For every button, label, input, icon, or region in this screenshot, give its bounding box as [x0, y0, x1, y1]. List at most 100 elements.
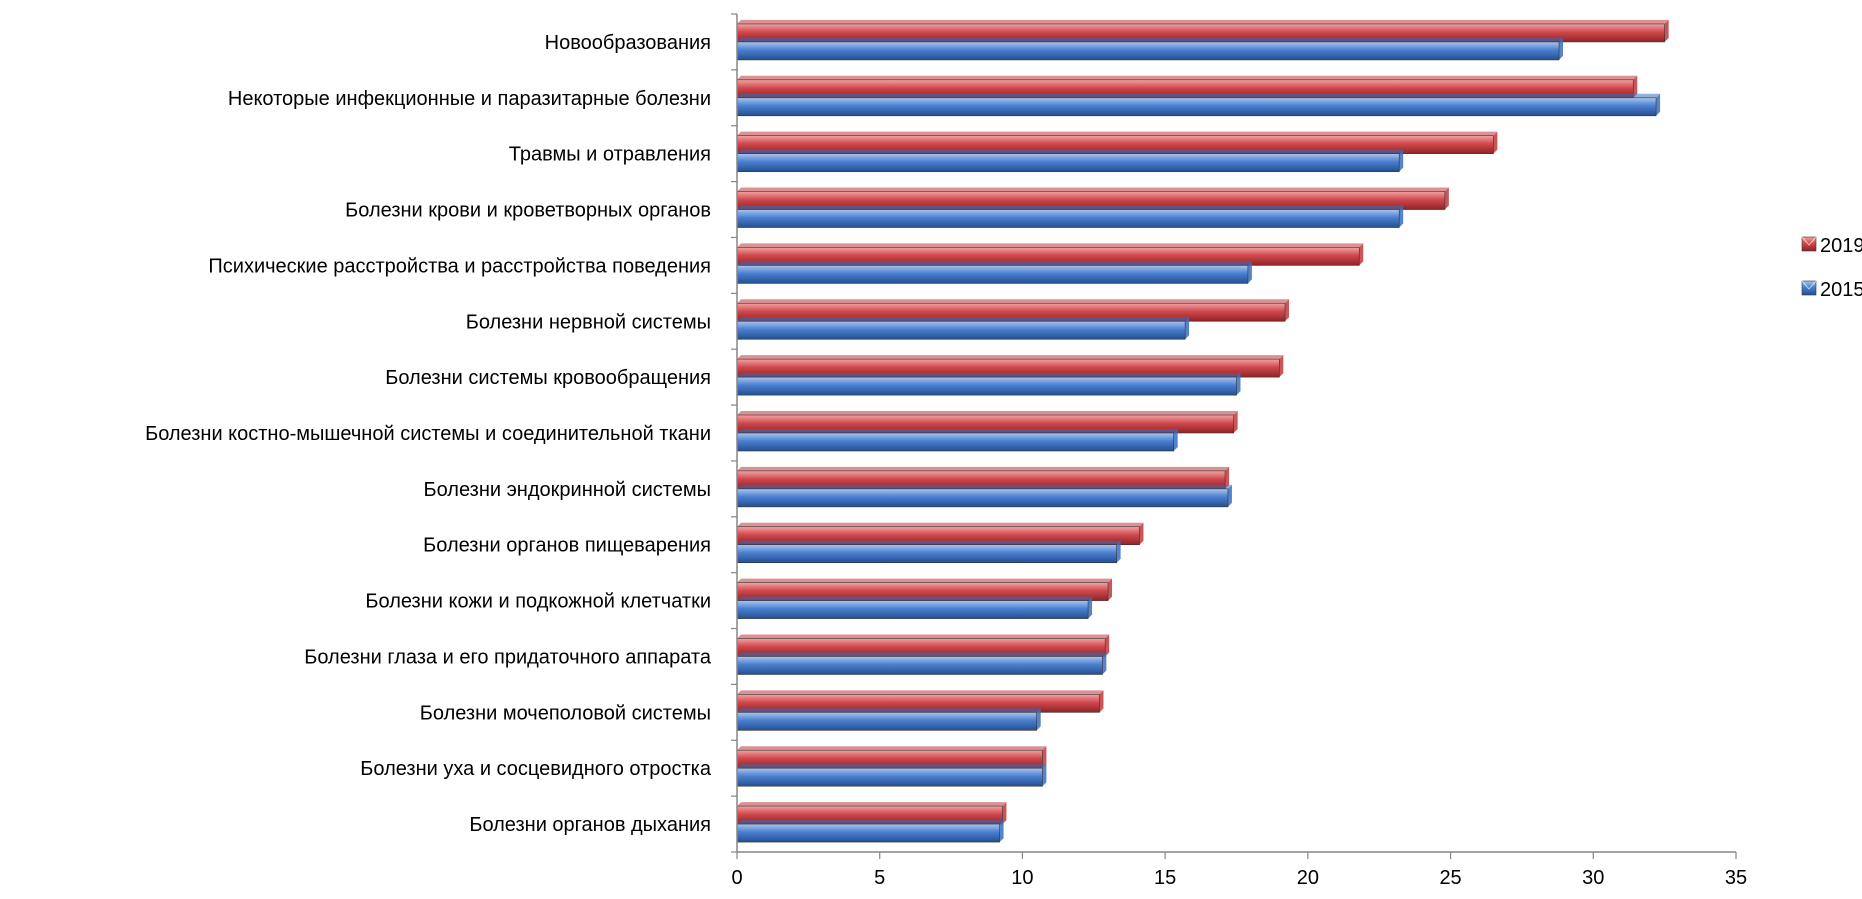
- bar-top-face: [737, 596, 1093, 601]
- bar-2015: [736, 820, 1004, 843]
- bar-end-face: [1185, 317, 1190, 340]
- bar-top-face: [737, 355, 1284, 360]
- bar-top-face: [737, 19, 1669, 24]
- bar-front-face: [736, 600, 1089, 619]
- bar-end-face: [1173, 429, 1178, 451]
- bar-top-face: [737, 411, 1238, 415]
- x-tick-label: 10: [1011, 867, 1033, 889]
- bar-end-face: [1102, 652, 1107, 675]
- legend-swatch-bevel: [1801, 236, 1817, 246]
- bar-2019: [736, 522, 1144, 546]
- bar-top-face: [737, 820, 1004, 825]
- bar-front-face: [736, 823, 1000, 843]
- bar-front-face: [736, 712, 1038, 731]
- bar-end-face: [1559, 37, 1564, 60]
- category-label: Травмы и отравления: [509, 144, 711, 166]
- bar-top-face: [737, 690, 1104, 695]
- bar-2019: [736, 634, 1110, 657]
- bar-2015: [736, 37, 1564, 61]
- bar-2015: [736, 429, 1178, 452]
- bar-2015: [736, 708, 1041, 731]
- bar-end-face: [999, 820, 1004, 843]
- bar-end-face: [1285, 299, 1290, 322]
- bar-top-face: [737, 373, 1241, 378]
- bar-end-face: [1633, 75, 1638, 98]
- legend-label: 2019: [1820, 235, 1862, 257]
- bar-end-face: [1279, 355, 1284, 378]
- bar-top-face: [737, 261, 1252, 266]
- bar-2015: [736, 149, 1404, 172]
- bar-top-face: [737, 652, 1107, 657]
- bar-top-face: [737, 93, 1661, 98]
- bar-2019: [736, 187, 1449, 210]
- bar-end-face: [1036, 708, 1041, 731]
- bar-2015: [736, 764, 1047, 787]
- category-label: Новообразования: [545, 32, 711, 54]
- bar-top-face: [737, 634, 1110, 639]
- legend: 2019 2015: [1801, 235, 1862, 301]
- bar-front-face: [736, 41, 1560, 61]
- bar-top-face: [737, 429, 1178, 433]
- x-tick-label: 35: [1725, 867, 1747, 889]
- bar-top-face: [737, 243, 1364, 248]
- bar-top-face: [737, 149, 1404, 154]
- bar-front-face: [736, 97, 1657, 117]
- category-label: Болезни глаза и его придаточного аппарат…: [304, 646, 712, 668]
- bar-end-face: [1116, 540, 1121, 563]
- bar-top-face: [737, 708, 1041, 713]
- category-labels: Новообразования Некоторые инфекционные и …: [145, 32, 712, 836]
- legend-item-2015: 2015: [1801, 279, 1862, 301]
- bar-end-face: [1664, 19, 1669, 42]
- bar-end-face: [1236, 373, 1241, 396]
- bar-end-face: [1139, 522, 1144, 545]
- bar-2015: [736, 93, 1661, 117]
- x-tick-label: 30: [1582, 867, 1604, 889]
- x-tick-label: 0: [731, 867, 742, 889]
- bar-front-face: [736, 153, 1400, 172]
- bar-end-face: [1247, 261, 1252, 284]
- bar-front-face: [736, 265, 1249, 284]
- category-label: Болезни костно-мышечной системы и соедин…: [145, 423, 711, 445]
- x-tick-label: 25: [1439, 867, 1461, 889]
- bar-end-face: [1105, 634, 1110, 657]
- bar-2019: [736, 355, 1284, 378]
- bar-2015: [736, 540, 1121, 564]
- bar-2015: [736, 261, 1252, 284]
- axes: 0 5 10 15 20 25 30 35: [731, 13, 1747, 889]
- category-label: Болезни уха и сосцевидного отростка: [360, 758, 712, 780]
- legend-swatch-bevel: [1801, 280, 1817, 290]
- bar-2015: [736, 652, 1107, 675]
- bar-end-face: [1088, 596, 1093, 619]
- bar-end-face: [1108, 578, 1113, 601]
- bar-top-face: [737, 317, 1190, 322]
- bar-2019: [736, 578, 1113, 601]
- bar-front-face: [736, 320, 1186, 340]
- x-tick-label: 15: [1154, 867, 1176, 889]
- category-label: Болезни нервной системы: [466, 311, 711, 333]
- bar-top-face: [737, 37, 1564, 42]
- x-tick-label: 5: [874, 867, 885, 889]
- bar-2019: [736, 466, 1230, 490]
- bar-top-face: [737, 746, 1047, 751]
- legend-item-2019: 2019: [1801, 235, 1862, 257]
- bar-top-face: [737, 466, 1230, 471]
- category-label: Некоторые инфекционные и паразитарные бо…: [228, 88, 711, 110]
- bar-front-face: [736, 209, 1400, 228]
- bar-2015: [736, 205, 1404, 228]
- bar-top-face: [737, 540, 1121, 545]
- bar-end-face: [1656, 93, 1661, 116]
- bar-front-face: [736, 656, 1103, 675]
- bar-2015: [736, 373, 1241, 396]
- category-label: Болезни кожи и подкожной клетчатки: [365, 591, 711, 613]
- bar-end-face: [1227, 484, 1232, 507]
- bar-end-face: [1099, 690, 1104, 713]
- bar-end-face: [1444, 187, 1449, 210]
- category-label: Болезни крови и кроветворных органов: [345, 200, 711, 222]
- category-label: Болезни органов дыхания: [469, 814, 711, 836]
- bar-2015: [736, 317, 1190, 340]
- bar-end-face: [1002, 802, 1007, 825]
- bar-top-face: [737, 299, 1290, 304]
- bar-end-face: [1399, 205, 1404, 228]
- bar-top-face: [737, 131, 1498, 136]
- bar-end-face: [1399, 149, 1404, 172]
